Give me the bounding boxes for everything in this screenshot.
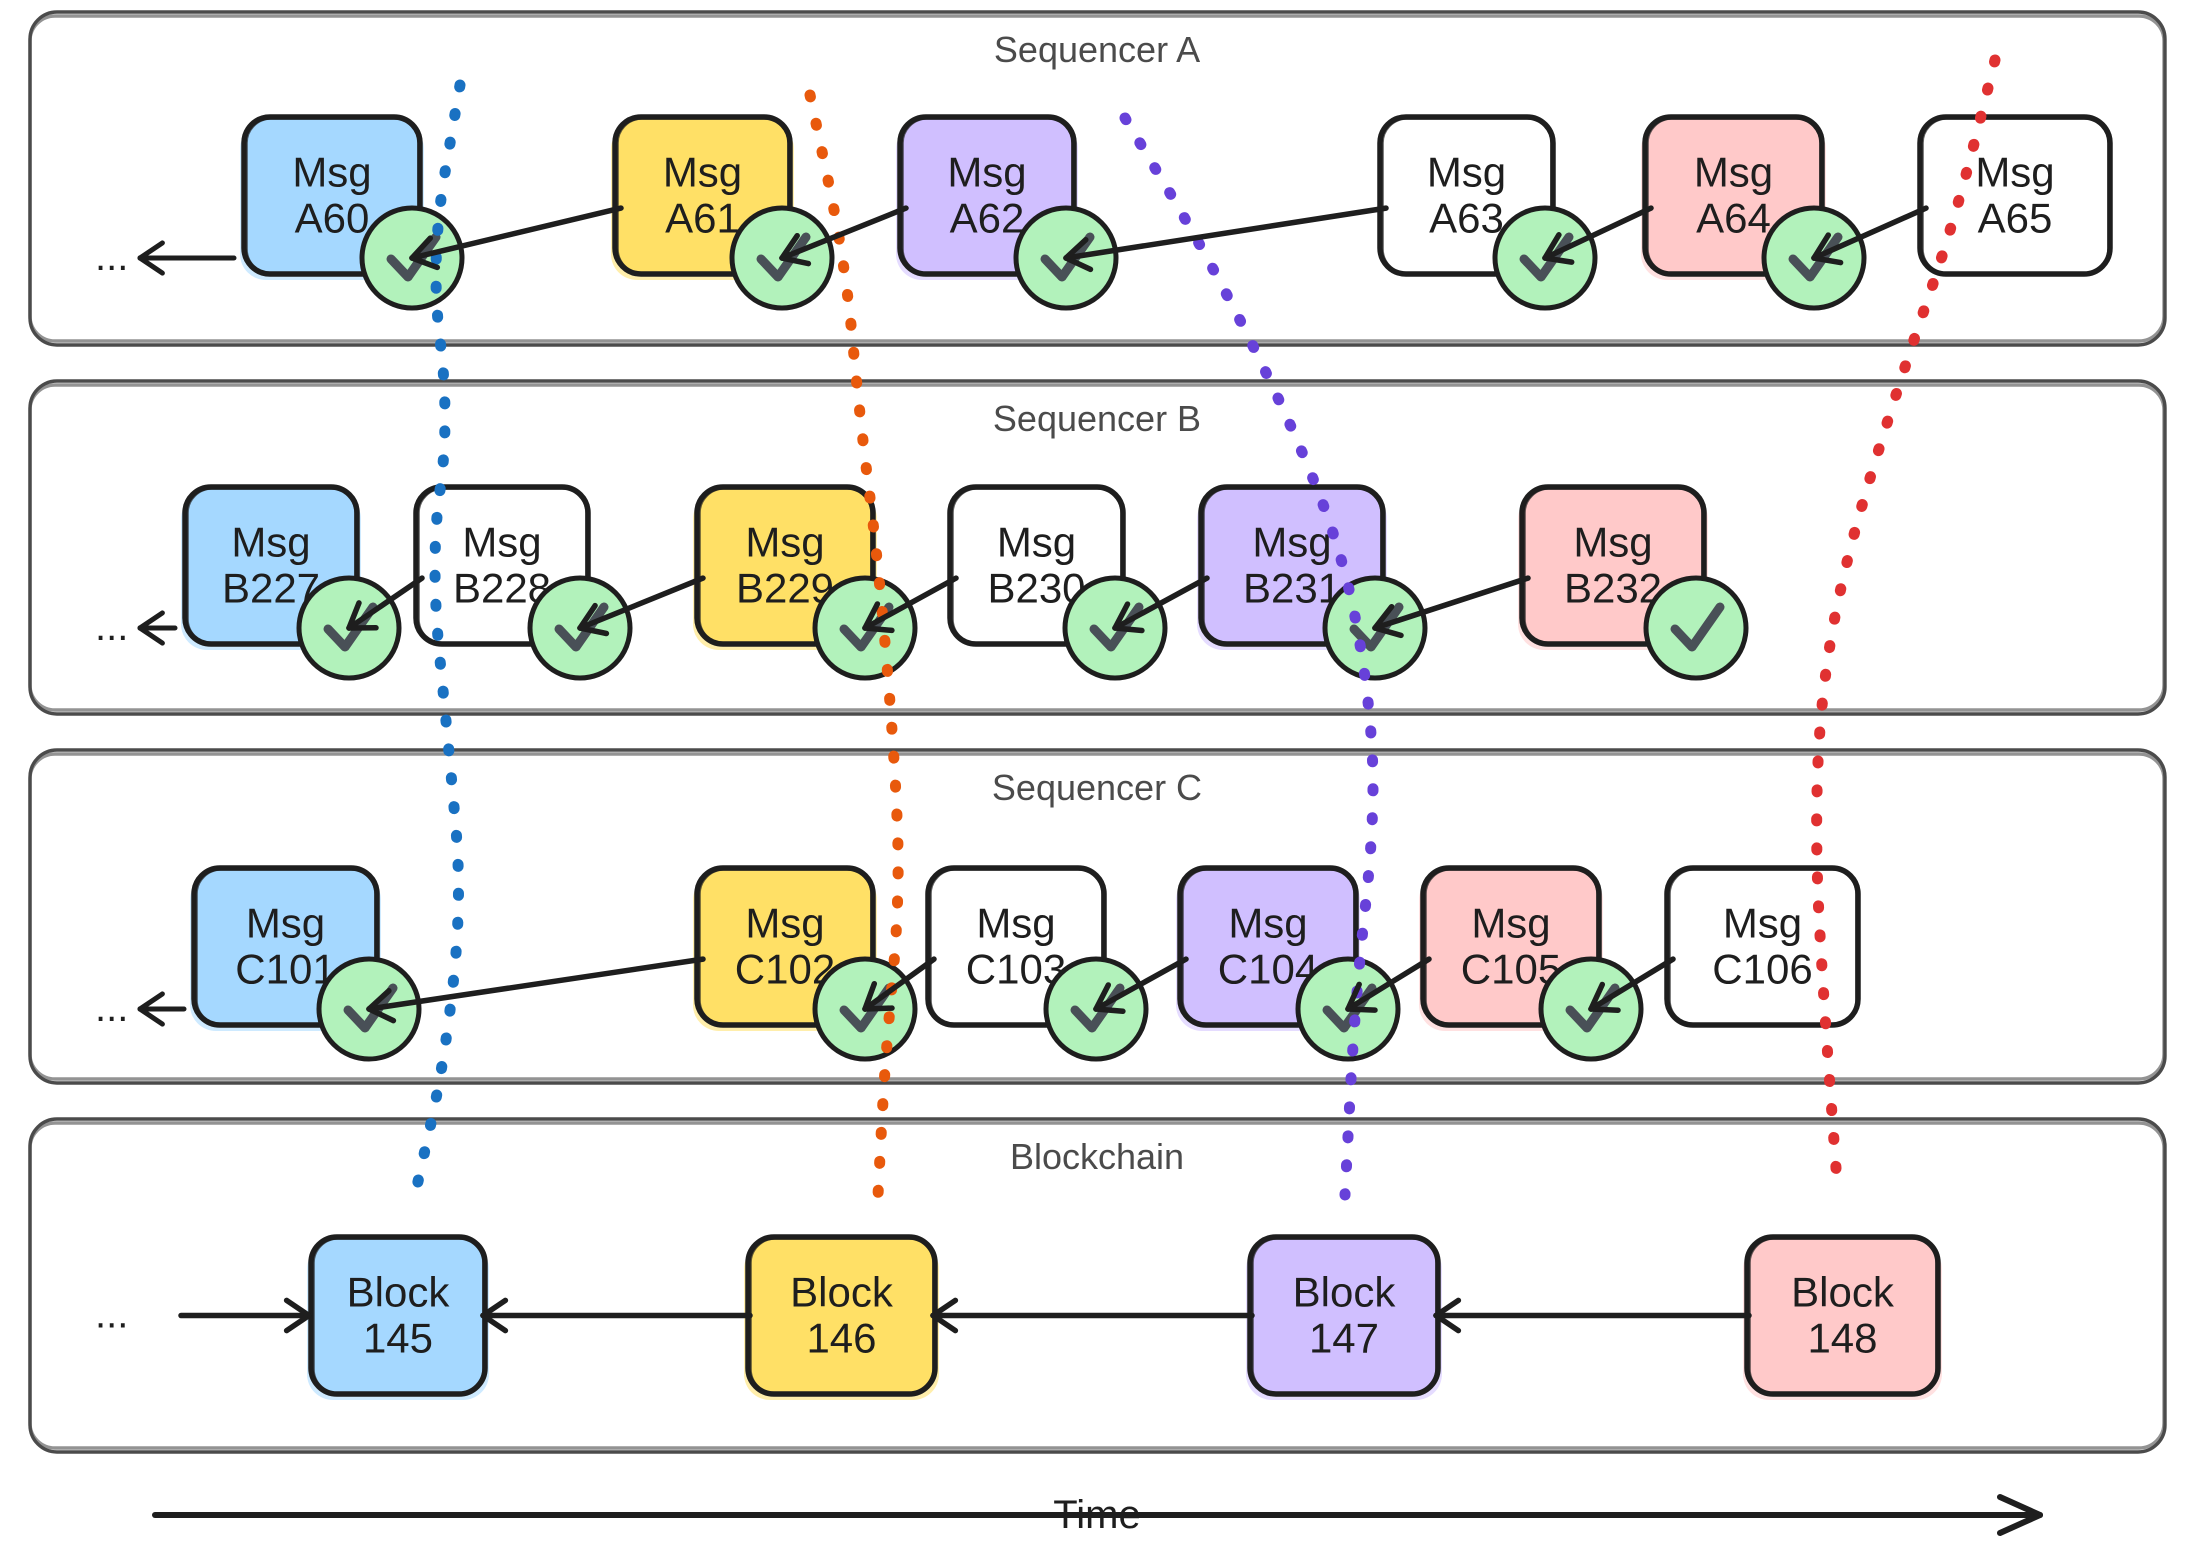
- svg-text:146: 146: [806, 1315, 876, 1362]
- svg-text:Msg: Msg: [292, 149, 371, 196]
- svg-text:Block: Block: [347, 1269, 451, 1316]
- svg-text:Msg: Msg: [1471, 900, 1550, 947]
- svg-text:Msg: Msg: [1573, 519, 1652, 566]
- svg-text:148: 148: [1807, 1315, 1877, 1362]
- svg-text:A62: A62: [950, 195, 1025, 242]
- svg-text:147: 147: [1309, 1315, 1379, 1362]
- svg-text:Blockchain: Blockchain: [1010, 1136, 1184, 1177]
- svg-text:Msg: Msg: [745, 900, 824, 947]
- svg-text:A65: A65: [1978, 195, 2053, 242]
- svg-text:Time: Time: [1053, 1493, 1140, 1537]
- svg-text:...: ...: [95, 986, 128, 1030]
- svg-text:...: ...: [95, 1293, 128, 1337]
- svg-text:B231: B231: [1243, 565, 1341, 612]
- svg-text:A64: A64: [1696, 195, 1771, 242]
- svg-text:Block: Block: [1293, 1269, 1397, 1316]
- svg-text:A61: A61: [665, 195, 740, 242]
- svg-text:...: ...: [95, 235, 128, 279]
- svg-text:Msg: Msg: [745, 519, 824, 566]
- svg-text:Msg: Msg: [246, 900, 325, 947]
- svg-text:Msg: Msg: [976, 900, 1055, 947]
- svg-text:A63: A63: [1429, 195, 1504, 242]
- svg-text:Block: Block: [1791, 1269, 1895, 1316]
- svg-text:Msg: Msg: [1228, 900, 1307, 947]
- svg-text:Sequencer A: Sequencer A: [994, 29, 1200, 70]
- svg-text:Msg: Msg: [1723, 900, 1802, 947]
- svg-text:Msg: Msg: [997, 519, 1076, 566]
- svg-text:B232: B232: [1564, 565, 1662, 612]
- svg-text:Msg: Msg: [231, 519, 310, 566]
- svg-text:Msg: Msg: [1427, 149, 1506, 196]
- svg-text:...: ...: [95, 605, 128, 649]
- svg-text:C106: C106: [1712, 946, 1812, 993]
- svg-text:Msg: Msg: [663, 149, 742, 196]
- svg-text:Msg: Msg: [462, 519, 541, 566]
- svg-text:Msg: Msg: [947, 149, 1026, 196]
- svg-text:Sequencer C: Sequencer C: [992, 767, 1202, 808]
- svg-text:Msg: Msg: [1252, 519, 1331, 566]
- svg-text:C101: C101: [235, 946, 335, 993]
- svg-text:Sequencer B: Sequencer B: [993, 398, 1201, 439]
- svg-text:Msg: Msg: [1975, 149, 2054, 196]
- svg-text:Block: Block: [790, 1269, 894, 1316]
- svg-text:145: 145: [363, 1315, 433, 1362]
- svg-text:A60: A60: [295, 195, 370, 242]
- svg-text:Msg: Msg: [1694, 149, 1773, 196]
